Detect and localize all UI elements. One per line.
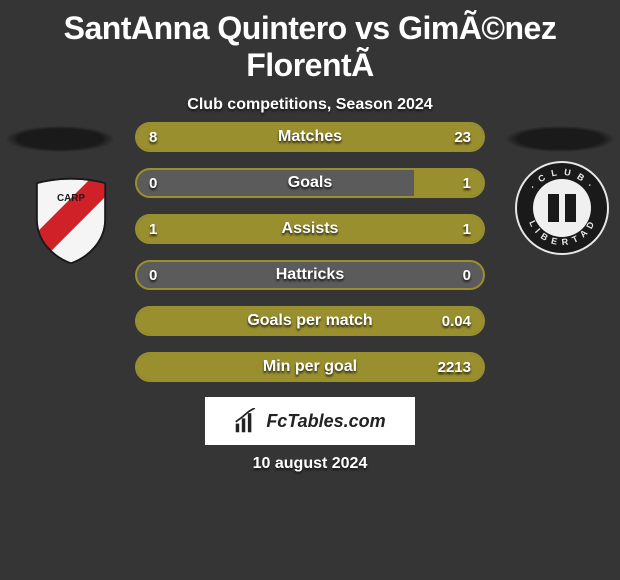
river-plate-badge: CARP (26, 176, 116, 266)
stat-label: Min per goal (137, 354, 483, 380)
stat-row-assists: 1Assists1 (135, 214, 485, 244)
subtitle: Club competitions, Season 2024 (0, 96, 620, 114)
stat-row-min-per-goal: Min per goal2213 (135, 352, 485, 382)
stat-value-right: 1 (463, 170, 471, 196)
svg-text:CARP: CARP (57, 193, 85, 204)
stat-value-right: 23 (454, 124, 471, 150)
fctables-logo: FcTables.com (205, 397, 415, 445)
footer-date: 10 august 2024 (0, 455, 620, 473)
player-shadow-left (6, 126, 114, 152)
stat-label: Matches (137, 124, 483, 150)
stat-value-right: 0.04 (442, 308, 471, 334)
libertad-badge: · C L U B · L I B E R T A D (512, 158, 602, 248)
logo-text: FcTables.com (266, 411, 385, 432)
stat-label: Assists (137, 216, 483, 242)
stat-label: Hattricks (137, 262, 483, 288)
stat-label: Goals per match (137, 308, 483, 334)
stat-row-hattricks: 0Hattricks0 (135, 260, 485, 290)
stat-label: Goals (137, 170, 483, 196)
player-shadow-right (506, 126, 614, 152)
stat-row-goals-per-match: Goals per match0.04 (135, 306, 485, 336)
page-title: SantAnna Quintero vs GimÃ©nez FlorentÃ (0, 0, 620, 84)
stat-value-right: 0 (463, 262, 471, 288)
stat-row-goals: 0Goals1 (135, 168, 485, 198)
stat-row-matches: 8Matches23 (135, 122, 485, 152)
stat-value-right: 2213 (438, 354, 471, 380)
chart-icon (234, 408, 260, 434)
stats-bars: 8Matches230Goals11Assists10Hattricks0Goa… (135, 122, 485, 398)
stat-value-right: 1 (463, 216, 471, 242)
